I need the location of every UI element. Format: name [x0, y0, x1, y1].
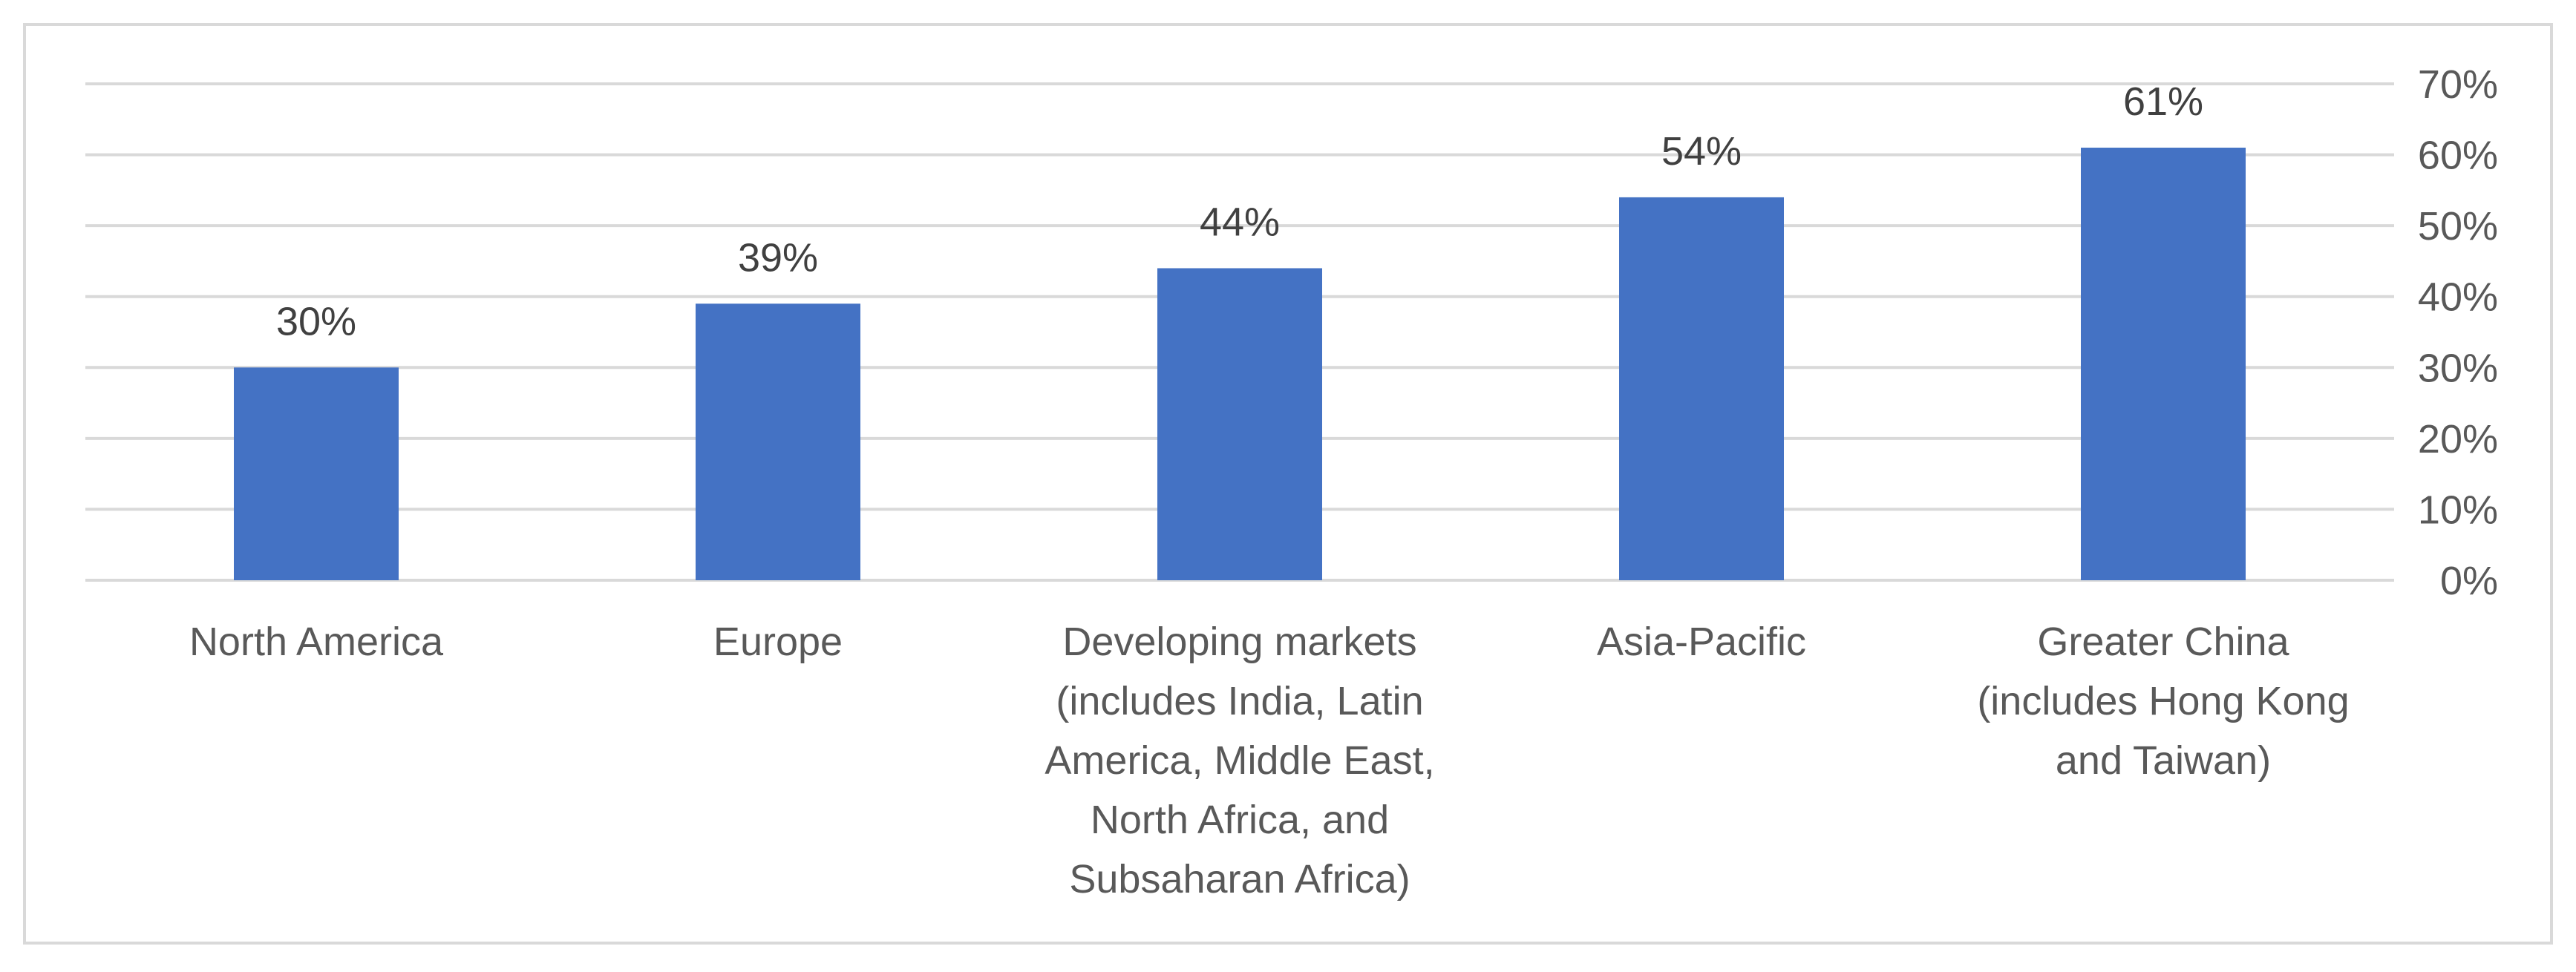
- category-label: North America: [189, 620, 444, 664]
- category-label: Developing markets (includes India, Latin…: [1045, 620, 1434, 902]
- category-label: Europe: [713, 620, 843, 664]
- category-label-line: (includes India, Latin: [1056, 679, 1423, 723]
- category-label-line: Subsaharan Africa): [1069, 857, 1410, 902]
- bar: [1619, 197, 1784, 580]
- data-label: 30%: [276, 299, 356, 344]
- category-label-line: (includes Hong Kong: [1977, 679, 2349, 723]
- y-tick-label: 40%: [2418, 275, 2498, 320]
- category-label-line: Asia-Pacific: [1597, 620, 1806, 664]
- category-label-line: America, Middle East,: [1045, 738, 1434, 783]
- y-tick-label: 50%: [2418, 204, 2498, 249]
- category-label-line: North Africa, and: [1091, 798, 1389, 842]
- y-axis-tick-labels: 0% 10% 20% 30% 40% 50% 60% 70%: [2418, 62, 2498, 603]
- bars: [234, 148, 2246, 580]
- category-label-line: Greater China: [2037, 620, 2289, 664]
- y-tick-label: 0%: [2440, 559, 2498, 603]
- data-label: 39%: [738, 235, 818, 280]
- data-label: 61%: [2123, 79, 2203, 124]
- data-label: 44%: [1200, 200, 1280, 244]
- category-label: Asia-Pacific: [1597, 620, 1806, 664]
- category-label: Greater China (includes Hong Kong and Taiw…: [1977, 620, 2349, 783]
- x-axis-category-labels: North America Europe Developing markets (in…: [189, 620, 2350, 902]
- y-tick-label: 20%: [2418, 417, 2498, 462]
- bar: [1157, 268, 1322, 580]
- data-label: 54%: [1661, 129, 1742, 174]
- bar: [234, 367, 399, 580]
- bar: [2081, 148, 2246, 580]
- y-tick-label: 60%: [2418, 134, 2498, 178]
- category-label-line: and Taiwan): [2056, 738, 2271, 783]
- category-label-line: North America: [189, 620, 444, 664]
- category-label-line: Developing markets: [1062, 620, 1416, 664]
- y-tick-label: 10%: [2418, 487, 2498, 532]
- y-tick-label: 70%: [2418, 62, 2498, 107]
- y-tick-label: 30%: [2418, 346, 2498, 390]
- category-label-line: Europe: [713, 620, 843, 664]
- data-labels: 30% 39% 44% 54% 61%: [276, 79, 2203, 344]
- bar: [696, 303, 860, 580]
